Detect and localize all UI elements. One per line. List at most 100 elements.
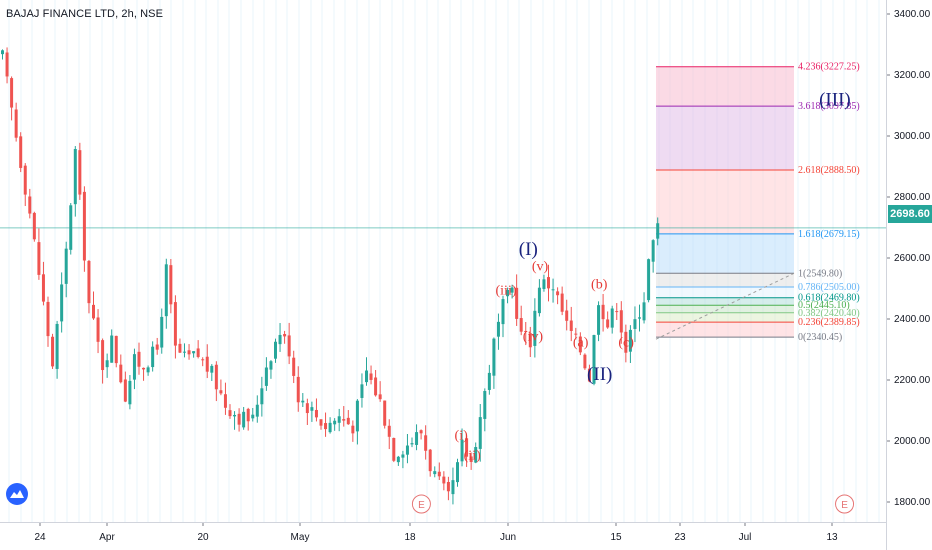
fib-zone (656, 297, 794, 306)
fib-zone (656, 312, 794, 323)
time-tick-label: Jun (500, 532, 516, 543)
candle-body (560, 293, 564, 312)
candle-body (437, 471, 441, 477)
fibonacci-extension: 4.236(3227.25) 3.618(3097.85) 2.618(2888.5… (655, 62, 860, 343)
candles (1, 47, 660, 505)
fib-level-label: 1.618(2679.15) (798, 229, 860, 240)
fib-zone (656, 106, 794, 171)
candle-body (619, 310, 623, 333)
fib-level-label: 0.5(2445.10) (798, 300, 850, 311)
fib-trend-line (655, 272, 795, 340)
candle-body (360, 384, 364, 398)
candle-body (296, 376, 300, 403)
fib-level-label: 3.618(3097.85) (798, 101, 860, 112)
candle-body (456, 462, 459, 483)
candle-body (201, 359, 205, 361)
candle-body (392, 437, 396, 461)
wave-label-minor: (iv) (523, 329, 544, 344)
fib-level-label: 4.236(3227.25) (798, 62, 860, 73)
candle-body (114, 335, 118, 364)
candle-body (537, 287, 541, 314)
candle-body (214, 364, 218, 390)
candle-body (223, 394, 227, 408)
fib-zone (656, 66, 794, 107)
candle-body (242, 411, 246, 428)
candle-body (160, 316, 164, 348)
candle-body (155, 344, 159, 350)
candle-body (314, 409, 318, 418)
candle-body (64, 248, 68, 284)
candle-body (483, 391, 487, 419)
candle-body (583, 354, 587, 369)
candle-body (23, 165, 27, 195)
candle-body (328, 422, 332, 433)
price-tick-label: 2800.00 (894, 192, 931, 203)
candle-body (305, 403, 309, 414)
price-tick-label: 2400.00 (894, 314, 931, 325)
candle-body (460, 439, 464, 462)
candle-body (169, 265, 173, 305)
fib-level-label: 0.618(2469.80) (798, 293, 860, 304)
candle-body (37, 242, 41, 275)
candle-body (355, 400, 359, 432)
last-price-badge: 2698.60 (888, 205, 932, 223)
candle-body (547, 277, 550, 289)
candle-body (601, 304, 605, 320)
candle-body (287, 335, 291, 357)
candle-body (378, 394, 382, 400)
wave-label-minor: (ii) (464, 448, 481, 463)
wave-label-major: (III) (819, 90, 851, 111)
fib-zone (656, 170, 794, 234)
earnings-marker-icon (835, 494, 855, 514)
price-tick-label: 2000.00 (894, 436, 931, 447)
candle-body (405, 445, 409, 455)
candle-body (105, 360, 109, 368)
candle-body (487, 372, 491, 390)
candle-body (69, 205, 73, 250)
candle-body (183, 351, 186, 353)
wave-label-major: (II) (587, 364, 612, 385)
price-tick-label: 3400.00 (894, 9, 931, 20)
candle-body (73, 149, 77, 205)
candle-body (410, 443, 414, 445)
candle-body (565, 310, 569, 321)
earnings-marker-label: E (841, 500, 848, 511)
candle-body (283, 334, 287, 337)
candle-body (19, 136, 23, 168)
candle-body (533, 310, 537, 346)
price-axis: 3400.00 3200.00 3000.00 2800.00 2600.00 2400.… (886, 9, 931, 508)
fib-zone (656, 305, 794, 313)
elliott-wave-labels: (i) (ii) (iii) (iv) (v) (a) (b) (c) (I) (II) (III) (455, 90, 851, 464)
time-tick-label: 23 (674, 532, 686, 543)
candle-body (301, 400, 305, 403)
candle-body (41, 274, 45, 302)
candle-body (55, 323, 59, 369)
price-tick-label: 2200.00 (894, 375, 931, 386)
candle-body (146, 367, 150, 373)
candle-body (264, 367, 268, 386)
price-tick-label: 2600.00 (894, 253, 931, 264)
candle-body (474, 447, 478, 463)
candle-body (365, 370, 368, 383)
candle-body (1, 50, 4, 55)
candle-body (542, 279, 546, 289)
candle-body (342, 419, 346, 421)
candle-body (524, 330, 528, 332)
candle-body (101, 340, 105, 371)
candle-body (333, 420, 337, 425)
candle-body (274, 341, 277, 359)
candle-body (51, 336, 55, 367)
candle-body (656, 223, 660, 239)
time-tick-label: 20 (197, 532, 209, 543)
candle-body (569, 320, 573, 331)
time-tick-label: 15 (610, 532, 622, 543)
candle-body (510, 287, 514, 293)
time-tick-label: Jul (739, 532, 752, 543)
candle-body (324, 423, 328, 430)
candle-body (465, 438, 469, 457)
candle-body (292, 357, 296, 376)
tradingview-logo-icon[interactable] (6, 483, 28, 505)
candle-body (78, 150, 82, 195)
